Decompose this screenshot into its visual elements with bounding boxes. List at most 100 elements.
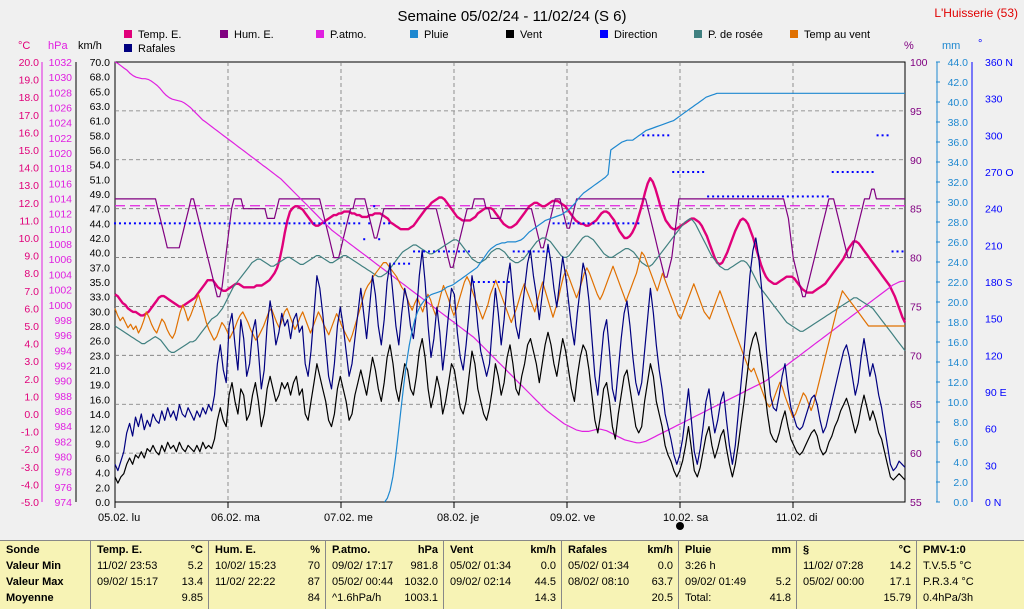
direction-point xyxy=(368,222,371,225)
direction-point xyxy=(358,222,361,225)
hum-tick-label: 55 xyxy=(910,497,922,509)
rain-tick-label: 4.0 xyxy=(953,457,968,469)
press-tick-label: 982 xyxy=(54,436,72,448)
direction-point xyxy=(587,222,590,225)
temp-tick-label: 17.0 xyxy=(19,110,40,122)
right-axes: 100 95 90 85 80 75 70 65 60 55 44.0 42.0 40.0 38.0 36.… xyxy=(910,57,1014,509)
direction-point xyxy=(482,281,485,283)
direction-point xyxy=(881,134,884,137)
wind-tick-label: 9.0 xyxy=(95,438,110,450)
direction-point xyxy=(846,171,849,173)
direction-point xyxy=(557,222,560,225)
stats-column: Rafales km/h 05/02/ 01:34 0.0 08/02/ 08:10 63… xyxy=(561,541,679,609)
direction-point xyxy=(223,222,226,225)
stats-value: 5.2 xyxy=(187,560,203,572)
temp-tick-label: 8.0 xyxy=(24,268,39,280)
stats-value: 9.85 xyxy=(181,592,203,604)
direction-point xyxy=(477,281,480,283)
rain-tick-label: 24.0 xyxy=(948,257,969,269)
temp-tick-label: 5.0 xyxy=(24,321,39,333)
stats-row-label: T.V.5.5 °C xyxy=(923,560,972,572)
direction-point xyxy=(552,222,555,225)
direction-point xyxy=(502,281,505,283)
temp-tick-label: 13.0 xyxy=(19,180,40,192)
press-tick-label: 1020 xyxy=(49,148,73,160)
rain-unit-label: mm xyxy=(942,40,960,52)
legend-swatch xyxy=(316,30,324,38)
direction-point xyxy=(403,262,406,265)
hum-tick-label: 70 xyxy=(910,350,922,362)
stats-value: 20.5 xyxy=(651,592,673,604)
hum-tick-label: 100 xyxy=(910,57,928,69)
press-tick-label: 992 xyxy=(54,360,72,372)
dir-tick-label: 120 xyxy=(985,350,1003,362)
direction-point xyxy=(682,171,685,173)
legend-label: P.atmo. xyxy=(330,29,367,41)
press-tick-label: 980 xyxy=(54,451,72,463)
wind-tick-label: 42.0 xyxy=(90,233,111,245)
stats-row-label: 09/02/ 01:49 xyxy=(685,576,747,588)
legend-swatch xyxy=(694,30,702,38)
x-axis: 05.02. lu 06.02. ma 07.02. me 08.02. je 09.0… xyxy=(98,502,817,530)
stats-column: P.atmo. hPa 09/02/ 17:17 981.8 05/02/ 00:44 1… xyxy=(325,541,444,609)
wind-tick-label: 61.0 xyxy=(90,116,111,128)
direction-point xyxy=(388,222,391,225)
wind-tick-label: 63.0 xyxy=(90,101,111,113)
wind-tick-label: 56.0 xyxy=(90,145,111,157)
direction-point xyxy=(198,222,201,225)
wind-tick-label: 26.0 xyxy=(90,336,111,348)
direction-point xyxy=(487,281,490,283)
stats-column-unit: km/h xyxy=(647,544,673,556)
stats-column: Vent km/h 05/02/ 01:34 0.0 09/02/ 02:14 44.5 1… xyxy=(443,541,562,609)
direction-point xyxy=(781,195,784,198)
stats-value: 84 xyxy=(307,592,320,604)
wind-tick-label: 0.0 xyxy=(95,497,110,509)
stats-column-unit: mm xyxy=(771,544,791,556)
stats-column-title: Temp. E. xyxy=(97,544,143,556)
legend-swatch xyxy=(790,30,798,38)
temp-tick-label: 9.0 xyxy=(24,251,39,263)
chart-title: Semaine 05/02/24 - 11/02/24 (S 6) xyxy=(397,8,626,25)
wind-tick-label: 21.0 xyxy=(90,365,111,377)
direction-point xyxy=(697,171,700,173)
rain-tick-label: 32.0 xyxy=(948,177,969,189)
wind-tick-label: 47.0 xyxy=(90,204,111,216)
wind-tick-label: 19.0 xyxy=(90,380,111,392)
rain-tick-label: 6.0 xyxy=(953,437,968,449)
temp-tick-label: 3.0 xyxy=(24,356,39,368)
hum-tick-label: 60 xyxy=(910,448,922,460)
wind-tick-label: 30.0 xyxy=(90,306,111,318)
direction-point xyxy=(303,222,306,225)
press-tick-label: 990 xyxy=(54,376,72,388)
x-tick-label: 11.02. di xyxy=(776,512,817,524)
direction-point xyxy=(801,195,804,198)
direction-point xyxy=(408,262,411,265)
direction-point xyxy=(567,222,570,225)
series-line-vent xyxy=(114,331,906,484)
x-tick-label: 06.02. ma xyxy=(211,512,261,524)
direction-point xyxy=(742,195,745,198)
wind-tick-label: 37.0 xyxy=(90,262,111,274)
direction-point xyxy=(717,195,720,198)
direction-point xyxy=(776,195,779,198)
direction-point xyxy=(128,222,131,225)
press-tick-label: 1026 xyxy=(49,103,73,115)
direction-point xyxy=(213,222,216,225)
stats-value: 5.2 xyxy=(775,576,791,588)
press-tick-label: 1000 xyxy=(49,300,73,312)
stats-row-label: Moyenne xyxy=(6,592,54,604)
direction-point xyxy=(238,222,241,225)
stats-row-label: 05/02/ 00:00 xyxy=(803,576,865,588)
direction-point xyxy=(492,281,495,283)
rain-tick-label: 44.0 xyxy=(948,57,969,69)
legend-label: Temp au vent xyxy=(804,29,870,41)
dir-tick-label: 300 xyxy=(985,130,1003,142)
rain-tick-label: 12.0 xyxy=(948,377,969,389)
direction-point xyxy=(462,250,465,253)
stats-column-title: Vent xyxy=(450,544,474,556)
direction-point xyxy=(537,250,540,253)
hum-tick-label: 90 xyxy=(910,155,922,167)
press-tick-label: 1006 xyxy=(49,254,73,266)
stats-column: Hum. E.% 10/02/ 15:23 70 11/02/ 22:22 87 84 xyxy=(208,541,326,609)
dir-tick-label: 210 xyxy=(985,240,1003,252)
